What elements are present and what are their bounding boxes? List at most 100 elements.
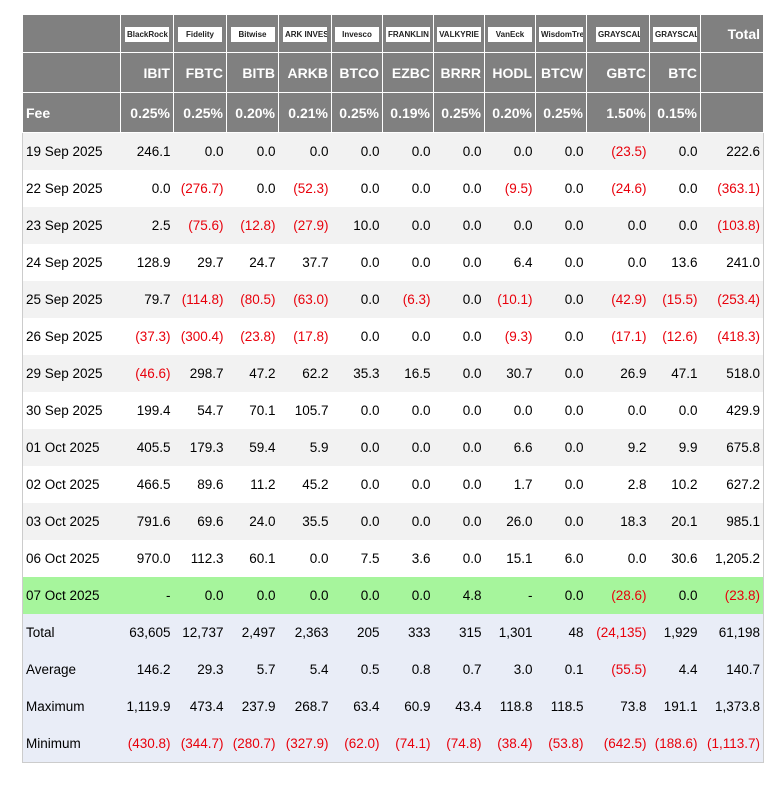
- flow-value: 30.6: [649, 540, 701, 577]
- flow-value: 0.0: [278, 540, 332, 577]
- total-value: (418.3): [700, 318, 764, 355]
- etf-flows-table-container: BlackRock Fidelity Bitwise ARK INVEST Invesc…: [22, 14, 764, 763]
- flow-value: 0.0: [433, 244, 485, 281]
- flow-value: (430.8): [120, 725, 174, 763]
- flow-value: 466.5: [120, 466, 174, 503]
- flow-value: 0.0: [331, 244, 383, 281]
- flow-value: 0.0: [433, 318, 485, 355]
- ticker-header: BTC: [649, 52, 701, 93]
- flow-value: (280.7): [226, 725, 279, 763]
- row-label: 25 Sep 2025: [22, 281, 121, 318]
- flow-value: 0.1: [535, 651, 587, 688]
- flow-value: 24.0: [226, 503, 279, 540]
- issuer-logo-cell: FRANKLIN TEMPLETON: [382, 14, 434, 53]
- flow-value: (276.7): [173, 170, 227, 207]
- table-row: 23 Sep 2025 2.5 (75.6) (12.8) (27.9) 10.0 0.0 0…: [22, 207, 764, 244]
- flow-value: 0.0: [649, 392, 701, 429]
- flow-value: 48: [535, 614, 587, 651]
- issuer-logo-cell: GRAYSCALE: [586, 14, 650, 53]
- flow-value: 791.6: [120, 503, 174, 540]
- issuer-logo: Bitwise: [230, 26, 275, 42]
- flow-value: 191.1: [649, 688, 701, 725]
- flow-value: 0.0: [433, 540, 485, 577]
- total-value: (103.8): [700, 207, 764, 244]
- issuer-logo-cell: Bitwise: [226, 14, 279, 53]
- ticker-row: IBIT FBTC BITB ARKB BTCO EZBC BRRR HODL BTCW GBTC…: [22, 52, 764, 93]
- flow-value: 0.0: [382, 170, 434, 207]
- flow-value: 35.5: [278, 503, 332, 540]
- issuer-logo-cell: BlackRock: [120, 14, 174, 53]
- flow-value: (188.6): [649, 725, 701, 763]
- fee-value: 0.21%: [278, 92, 332, 133]
- flow-value: (327.9): [278, 725, 332, 763]
- flow-value: (75.6): [173, 207, 227, 244]
- flow-value: 2.8: [586, 466, 650, 503]
- issuer-logo-cell: WisdomTree: [535, 14, 587, 53]
- flow-value: (24,135): [586, 614, 650, 651]
- flow-value: 0.0: [649, 207, 701, 244]
- table-row: 01 Oct 2025 405.5 179.3 59.4 5.9 0.0 0.0 0.0 6.6…: [22, 429, 764, 466]
- flow-value: 268.7: [278, 688, 332, 725]
- flow-value: 69.6: [173, 503, 227, 540]
- flow-value: (12.8): [226, 207, 279, 244]
- summary-row: Total 63,605 12,737 2,497 2,363 205 333 315 1,30…: [22, 614, 764, 651]
- issuer-logo: GRAYSCALE: [653, 26, 697, 42]
- flow-value: 0.0: [331, 281, 383, 318]
- flow-value: (23.5): [586, 132, 650, 170]
- issuer-logo: GRAYSCALE: [596, 26, 640, 42]
- issuer-logo: VanEck: [488, 26, 532, 42]
- flow-value: (28.6): [586, 577, 650, 614]
- flow-value: 1.7: [484, 466, 536, 503]
- flow-value: 3.0: [484, 651, 536, 688]
- flow-value: 473.4: [173, 688, 227, 725]
- flow-value: 179.3: [173, 429, 227, 466]
- flow-value: (27.9): [278, 207, 332, 244]
- flow-value: (62.0): [331, 725, 383, 763]
- total-value: 222.6: [700, 132, 764, 170]
- table-row: 19 Sep 2025 246.1 0.0 0.0 0.0 0.0 0.0 0.0 0.0 0.0…: [22, 132, 764, 170]
- flow-value: 0.0: [331, 392, 383, 429]
- total-value: (1,113.7): [700, 725, 764, 763]
- flow-value: (6.3): [382, 281, 434, 318]
- row-label: 06 Oct 2025: [22, 540, 121, 577]
- table-row: 07 Oct 2025-0.0 0.0 0.0 0.0 0.0 4.8-0.0 (28.6)…: [22, 577, 764, 614]
- flow-value: 26.0: [484, 503, 536, 540]
- flow-value: 0.0: [382, 429, 434, 466]
- ticker-header: BITB: [226, 52, 279, 93]
- flow-value: 60.9: [382, 688, 434, 725]
- corner-cell: [22, 52, 121, 93]
- flow-value: (53.8): [535, 725, 587, 763]
- flow-value: 0.0: [331, 132, 383, 170]
- flow-value: (12.6): [649, 318, 701, 355]
- flow-value: 0.0: [173, 577, 227, 614]
- fee-value: 0.25%: [535, 92, 587, 133]
- flow-value: 10.2: [649, 466, 701, 503]
- issuer-logo-cell: VanEck: [484, 14, 536, 53]
- row-label: Maximum: [22, 688, 121, 725]
- summary-row: Average 146.2 29.3 5.7 5.4 0.5 0.8 0.7 3.0 0.1 (55…: [22, 651, 764, 688]
- issuer-logo: Fidelity: [178, 26, 222, 42]
- table-row: 30 Sep 2025 199.4 54.7 70.1 105.7 0.0 0.0 0.0 0.…: [22, 392, 764, 429]
- flow-value: 0.0: [331, 577, 383, 614]
- flow-value: 205: [331, 614, 383, 651]
- flow-value: 6.6: [484, 429, 536, 466]
- flow-value: 0.0: [484, 207, 536, 244]
- flow-value: 0.0: [226, 132, 279, 170]
- flow-value: 0.0: [382, 392, 434, 429]
- flow-value: 30.7: [484, 355, 536, 392]
- flow-value: 0.0: [433, 207, 485, 244]
- flow-value: (52.3): [278, 170, 332, 207]
- flow-value: 79.7: [120, 281, 174, 318]
- flow-value: 128.9: [120, 244, 174, 281]
- row-label: 02 Oct 2025: [22, 466, 121, 503]
- row-label: Minimum: [22, 725, 121, 763]
- total-value: (23.8): [700, 577, 764, 614]
- flow-value: 0.0: [226, 170, 279, 207]
- flow-value: 2,363: [278, 614, 332, 651]
- fee-value: 0.19%: [382, 92, 434, 133]
- summary-row: Minimum (430.8) (344.7) (280.7) (327.9) (62.0…: [22, 725, 764, 763]
- ticker-header: BRRR: [433, 52, 485, 93]
- total-value: 61,198: [700, 614, 764, 651]
- flow-value: 0.0: [120, 170, 174, 207]
- flow-value: 62.2: [278, 355, 332, 392]
